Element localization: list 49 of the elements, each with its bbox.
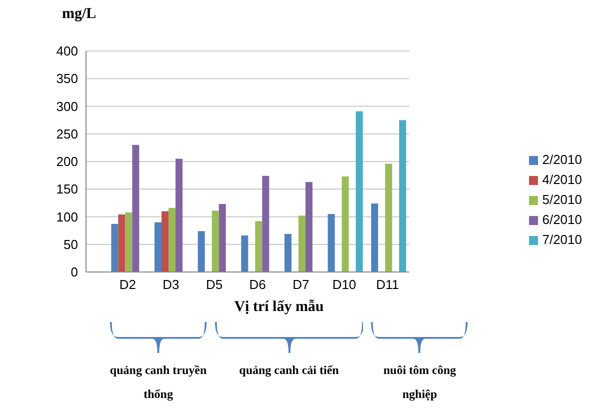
text: nuôi tôm công nghiệp	[382, 362, 457, 403]
y-tick-label: 50	[64, 236, 78, 252]
bar	[212, 210, 219, 272]
y-tick-label: 400	[56, 44, 78, 59]
y-tick-label: 150	[56, 182, 78, 197]
bar	[262, 176, 270, 272]
legend-label: 5/2010	[542, 192, 582, 207]
bar	[298, 216, 306, 272]
bar	[284, 234, 292, 272]
legend-label: 4/2010	[542, 172, 582, 187]
text: quảng canh truyền thống	[108, 362, 208, 403]
bar	[118, 214, 126, 272]
bar	[125, 212, 132, 272]
bar	[111, 224, 118, 272]
y-tick-label: 100	[56, 209, 78, 224]
bar	[218, 204, 226, 272]
bar	[198, 231, 205, 272]
bar	[305, 182, 312, 272]
bar	[255, 221, 262, 272]
bar	[241, 236, 248, 272]
legend-label: 6/2010	[542, 212, 582, 227]
y-tick-label: 300	[56, 98, 78, 114]
bar	[371, 203, 378, 272]
bar	[162, 211, 169, 272]
y-tick-label: 0	[70, 264, 78, 280]
bar	[168, 208, 176, 272]
x-axis-title: Vị trí lấy mẫu	[233, 298, 325, 316]
y-tick-label: 350	[56, 71, 78, 86]
bar	[176, 158, 183, 272]
x-tick-label: D10	[332, 277, 356, 292]
text: quảng canh cải tiến	[239, 363, 339, 377]
bar	[385, 164, 392, 272]
x-tick-label: D6	[249, 277, 266, 292]
x-tick-label: D5	[206, 277, 223, 292]
bar	[328, 214, 335, 272]
y-tick-label: 250	[56, 126, 78, 142]
y-tick-label: 200	[56, 154, 78, 170]
x-tick-label: D3	[162, 277, 180, 292]
legend-label: 7/2010	[542, 232, 582, 247]
bar	[154, 222, 162, 272]
x-tick-label: D11	[376, 277, 400, 292]
bar	[399, 120, 406, 272]
legend-label: 2/2010	[542, 152, 582, 167]
bar	[342, 176, 349, 272]
bar	[356, 111, 363, 272]
bar	[132, 144, 140, 272]
chart-title: mg/L	[62, 6, 96, 23]
x-tick-label: D2	[119, 277, 136, 292]
x-tick-label: D7	[292, 277, 310, 292]
